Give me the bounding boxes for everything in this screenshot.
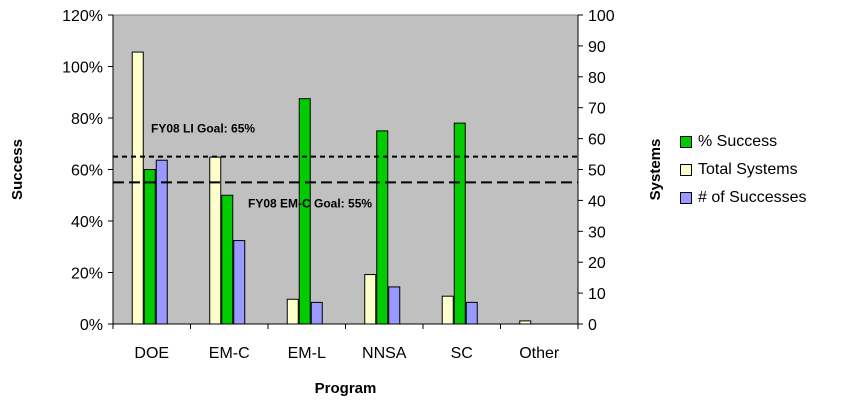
y2-tick-label: 90 xyxy=(588,39,606,56)
y2-tick-label: 70 xyxy=(588,101,606,118)
legend-label: # of Successes xyxy=(698,189,807,206)
bar-success-nnsa xyxy=(376,130,389,325)
legend-item: Total Systems xyxy=(680,156,807,184)
bar-total-systems-doe xyxy=(131,51,144,325)
legend-item: % Success xyxy=(680,128,807,156)
y-tick-label: 80% xyxy=(71,111,103,128)
y-tick-label: 60% xyxy=(71,163,103,180)
bar-success-sc xyxy=(453,122,466,325)
legend-swatch xyxy=(680,192,692,204)
legend-label: % Success xyxy=(698,133,778,150)
y2-tick-label: 100 xyxy=(588,8,615,25)
bar-of-successes-nnsa xyxy=(388,286,401,325)
y2-tick-label: 30 xyxy=(588,224,606,241)
bar-success-em-l xyxy=(298,98,311,325)
bar-of-successes-em-l xyxy=(310,301,323,325)
y2-tick-label: 80 xyxy=(588,70,606,87)
x-axis-title: Program xyxy=(315,380,377,397)
bar-of-successes-doe xyxy=(155,159,168,325)
bar-total-systems-sc xyxy=(441,295,454,325)
y2-tick-label: 20 xyxy=(588,255,606,272)
y2-tick-label: 40 xyxy=(588,193,606,210)
bar-total-systems-nnsa xyxy=(364,274,377,325)
y-tick-label: 20% xyxy=(71,266,103,283)
bar-of-successes-sc xyxy=(465,301,478,325)
y-tick-label: 0% xyxy=(80,317,103,334)
y2-axis-title: Systems xyxy=(647,139,664,201)
y2-tick-label: 10 xyxy=(588,286,606,303)
y2-tick-label: 0 xyxy=(588,317,597,334)
x-tick-label: Other xyxy=(519,345,560,362)
reference-line-label: FY08 LI Goal: 65% xyxy=(151,122,255,136)
legend-swatch xyxy=(680,136,692,148)
reference-line-label: FY08 EM-C Goal: 55% xyxy=(248,196,372,210)
y2-tick-label: 50 xyxy=(588,163,606,180)
x-tick-label: DOE xyxy=(134,345,169,362)
y-tick-label: 40% xyxy=(71,214,103,231)
y-tick-label: 120% xyxy=(62,8,103,25)
bars-group xyxy=(131,51,532,325)
plot-area xyxy=(112,14,579,325)
bar-success-em-c xyxy=(221,194,234,325)
reference-lines-group: FY08 LI Goal: 65% FY08 EM-C Goal: 55% xyxy=(113,122,578,210)
y2-tick-label: 60 xyxy=(588,132,606,149)
x-tick-label: SC xyxy=(451,345,473,362)
bar-total-systems-em-l xyxy=(286,298,299,325)
x-tick-label: EM-L xyxy=(288,345,326,362)
legend-item: # of Successes xyxy=(680,184,807,212)
legend: % Success Total Systems # of Successes xyxy=(680,128,807,212)
x-tick-label: NNSA xyxy=(362,345,407,362)
x-tick-label: EM-C xyxy=(209,345,250,362)
legend-label: Total Systems xyxy=(698,161,798,178)
y-tick-label: 100% xyxy=(62,60,103,77)
y-axis-title: Success xyxy=(9,139,26,200)
bar-of-successes-em-c xyxy=(233,240,246,325)
axes-group: 0% 20% 40% 60% 80% 100% 120% 0 10 20 30 40 50 60 70 80 9… xyxy=(62,8,615,362)
legend-swatch xyxy=(680,164,692,176)
bar-success-doe xyxy=(143,169,156,325)
